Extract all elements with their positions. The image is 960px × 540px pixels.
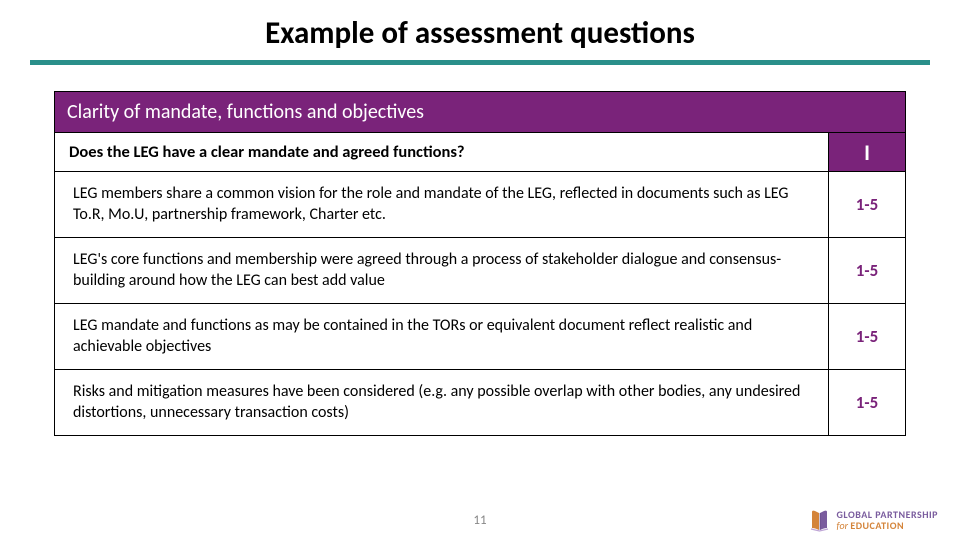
item-score: 1-5 xyxy=(829,370,905,435)
question-row: Does the LEG have a clear mandate and ag… xyxy=(54,133,906,172)
page-number: 11 xyxy=(473,513,486,528)
item-text: LEG members share a common vision for th… xyxy=(55,172,829,237)
table-row: LEG mandate and functions as may be cont… xyxy=(54,304,906,370)
logo-line2-prefix: for xyxy=(837,519,849,532)
item-text: Risks and mitigation measures have been … xyxy=(55,370,829,435)
item-text: LEG mandate and functions as may be cont… xyxy=(55,304,829,369)
question-marker: I xyxy=(829,133,905,171)
brand-logo: GLOBAL PARTNERSHIP for EDUCATION xyxy=(809,508,938,532)
title-underline xyxy=(30,60,930,65)
slide-title: Example of assessment questions xyxy=(0,0,960,60)
item-score: 1-5 xyxy=(829,304,905,369)
question-text: Does the LEG have a clear mandate and ag… xyxy=(55,133,829,171)
item-text: LEG's core functions and membership were… xyxy=(55,238,829,303)
table-row: Risks and mitigation measures have been … xyxy=(54,370,906,436)
book-icon xyxy=(809,508,831,532)
logo-line2-em: EDUCATION xyxy=(850,519,904,532)
item-score: 1-5 xyxy=(829,172,905,237)
section-header: Clarity of mandate, functions and object… xyxy=(54,91,906,133)
item-score: 1-5 xyxy=(829,238,905,303)
table-row: LEG's core functions and membership were… xyxy=(54,238,906,304)
assessment-table: Clarity of mandate, functions and object… xyxy=(54,91,906,436)
logo-text: GLOBAL PARTNERSHIP for EDUCATION xyxy=(837,509,938,531)
table-row: LEG members share a common vision for th… xyxy=(54,172,906,238)
